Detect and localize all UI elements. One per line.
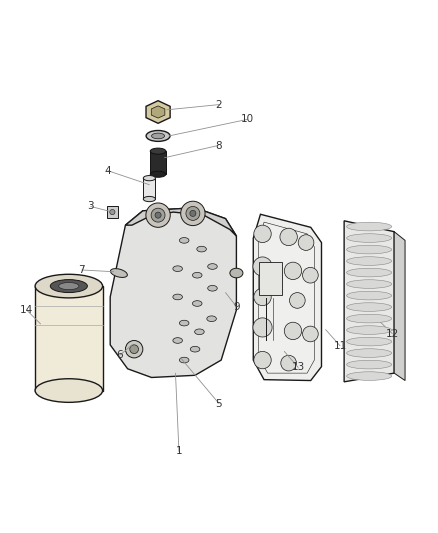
Text: 8: 8 — [215, 141, 222, 150]
Ellipse shape — [50, 280, 88, 293]
Circle shape — [155, 212, 161, 218]
Circle shape — [284, 322, 302, 340]
Ellipse shape — [346, 280, 392, 288]
Text: 4: 4 — [105, 166, 111, 176]
Polygon shape — [150, 151, 166, 174]
Circle shape — [146, 203, 170, 228]
Ellipse shape — [346, 291, 392, 300]
Ellipse shape — [346, 222, 392, 231]
Circle shape — [254, 351, 271, 369]
Ellipse shape — [194, 329, 204, 335]
Circle shape — [281, 356, 297, 371]
Polygon shape — [394, 232, 405, 381]
Polygon shape — [143, 178, 155, 199]
Polygon shape — [35, 286, 102, 391]
Ellipse shape — [346, 360, 392, 369]
Circle shape — [280, 228, 297, 246]
Ellipse shape — [346, 257, 392, 265]
Bar — [107, 206, 118, 218]
Circle shape — [130, 345, 138, 353]
Polygon shape — [253, 214, 321, 381]
Circle shape — [253, 318, 272, 337]
Bar — [259, 262, 282, 295]
Circle shape — [298, 235, 314, 251]
Polygon shape — [151, 106, 165, 118]
Text: 5: 5 — [215, 399, 223, 409]
Ellipse shape — [110, 269, 127, 278]
Ellipse shape — [152, 133, 165, 139]
Circle shape — [110, 209, 115, 215]
Text: 13: 13 — [292, 362, 305, 373]
Ellipse shape — [173, 266, 183, 271]
Ellipse shape — [192, 272, 202, 278]
Ellipse shape — [180, 320, 189, 326]
Ellipse shape — [35, 274, 102, 298]
Ellipse shape — [180, 357, 189, 363]
Circle shape — [303, 326, 318, 342]
Circle shape — [290, 293, 305, 308]
Ellipse shape — [346, 303, 392, 311]
Ellipse shape — [346, 349, 392, 358]
Circle shape — [151, 208, 165, 222]
Ellipse shape — [192, 301, 202, 306]
Circle shape — [125, 341, 143, 358]
Ellipse shape — [346, 337, 392, 346]
Ellipse shape — [346, 314, 392, 323]
Circle shape — [254, 225, 271, 243]
Ellipse shape — [59, 282, 79, 289]
Ellipse shape — [143, 197, 155, 201]
Circle shape — [253, 257, 272, 276]
Polygon shape — [344, 221, 394, 382]
Text: 11: 11 — [333, 341, 346, 351]
Ellipse shape — [207, 316, 216, 321]
Ellipse shape — [190, 346, 200, 352]
Ellipse shape — [180, 238, 189, 243]
Text: 14: 14 — [20, 305, 33, 315]
Ellipse shape — [208, 264, 217, 269]
Ellipse shape — [150, 171, 166, 177]
Ellipse shape — [208, 286, 217, 291]
Text: 10: 10 — [241, 115, 254, 124]
Text: 7: 7 — [78, 265, 85, 275]
Ellipse shape — [173, 338, 183, 343]
Text: 1: 1 — [176, 447, 182, 456]
Circle shape — [303, 268, 318, 283]
Ellipse shape — [346, 326, 392, 334]
Circle shape — [190, 211, 196, 216]
Ellipse shape — [346, 234, 392, 243]
Ellipse shape — [346, 372, 392, 381]
Circle shape — [186, 206, 200, 220]
Text: 12: 12 — [385, 328, 399, 338]
Polygon shape — [110, 208, 237, 377]
Circle shape — [284, 262, 302, 279]
Ellipse shape — [146, 131, 170, 141]
Text: 6: 6 — [117, 350, 123, 360]
Ellipse shape — [173, 294, 183, 300]
Ellipse shape — [346, 245, 392, 254]
Ellipse shape — [143, 175, 155, 181]
Ellipse shape — [230, 268, 243, 278]
Text: 9: 9 — [233, 302, 240, 312]
Ellipse shape — [346, 268, 392, 277]
Circle shape — [254, 288, 271, 305]
Ellipse shape — [150, 148, 166, 154]
Polygon shape — [125, 208, 237, 236]
Polygon shape — [146, 101, 170, 123]
Text: 2: 2 — [215, 100, 223, 110]
Ellipse shape — [197, 246, 206, 252]
Circle shape — [181, 201, 205, 225]
Ellipse shape — [35, 379, 102, 402]
Text: 3: 3 — [87, 201, 94, 212]
